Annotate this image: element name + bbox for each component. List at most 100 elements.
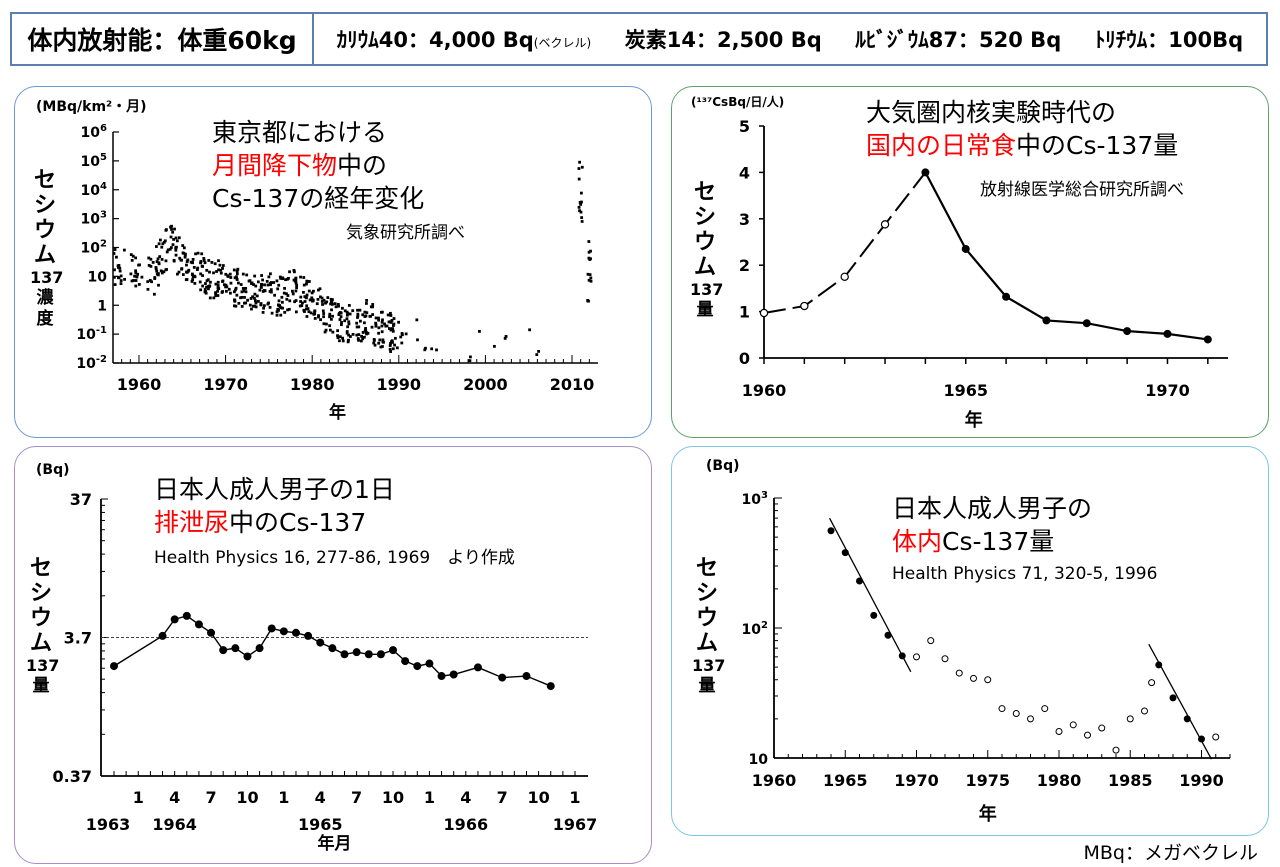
chart1-point	[240, 305, 244, 308]
chart1-point	[336, 302, 340, 306]
chart1-point	[241, 287, 245, 290]
chart1-point	[320, 296, 324, 300]
ylabel-char: ム	[29, 631, 52, 656]
chart1-point	[300, 304, 304, 307]
chart1-point	[294, 277, 297, 281]
chart3-point	[413, 662, 422, 671]
chart3-title-rest: 中のCs-137	[229, 508, 367, 537]
chart1-point	[586, 299, 590, 303]
chart1-point	[339, 315, 343, 319]
chart1-point	[157, 242, 161, 246]
chart1-point	[256, 280, 260, 284]
chart1-point	[341, 339, 345, 343]
chart1-point	[355, 321, 359, 325]
chart1-point	[361, 331, 365, 334]
chart1-point	[318, 287, 322, 291]
chart1-point	[356, 316, 359, 319]
chart1-point	[233, 304, 236, 308]
chart1-point	[341, 306, 344, 310]
chart4-point-open	[998, 705, 1006, 713]
chart3-point	[425, 659, 434, 668]
chart1-point	[277, 283, 281, 287]
chart1-point	[172, 258, 176, 262]
chart4-point-open	[1027, 715, 1034, 723]
chart1-point	[199, 272, 203, 276]
chart1-point	[157, 262, 161, 266]
chart1-point	[199, 288, 203, 292]
chart1-point	[283, 286, 286, 290]
chart1-point	[330, 302, 334, 306]
chart1-point	[195, 268, 199, 271]
chart4-title-line1: 日本人成人男子の	[892, 494, 1093, 523]
chart1-point	[179, 258, 183, 262]
chart1-point	[216, 280, 220, 284]
chart1-point	[374, 321, 378, 325]
chart1-point	[345, 330, 349, 333]
chart1-point	[221, 280, 224, 283]
chart1-point	[370, 325, 374, 329]
chart1-point	[280, 300, 284, 304]
chart1-point	[255, 294, 259, 298]
chart1-point	[173, 227, 176, 231]
chart1-point	[294, 281, 298, 285]
chart1-point	[389, 328, 393, 332]
chart1-point	[217, 268, 220, 272]
chart1-point	[380, 320, 384, 324]
chart1-point	[140, 275, 144, 279]
chart1-point	[365, 298, 368, 302]
chart4-point-filled	[1155, 661, 1163, 669]
chart1-point	[164, 268, 168, 272]
chart1-point	[364, 327, 367, 330]
chart1-point	[240, 295, 244, 299]
chart1-point	[503, 336, 507, 340]
chart1-point	[535, 353, 539, 356]
chart1-point	[201, 274, 204, 277]
chart1-point	[326, 296, 330, 299]
chart1-point	[262, 304, 266, 308]
chart1-point	[331, 314, 334, 318]
chart1-point	[146, 287, 150, 291]
chart1-point	[261, 290, 265, 293]
chart1-point	[251, 295, 254, 299]
chart1-point	[338, 335, 342, 339]
chart1-point	[232, 268, 236, 272]
chart3-xlabel: 年月	[318, 833, 352, 854]
chart1-point	[378, 338, 382, 342]
chart1-point	[253, 296, 256, 300]
chart1-point	[377, 318, 381, 322]
chart1-title-line2: 月間降下物中の	[212, 149, 424, 182]
chart4-point-open	[984, 676, 992, 684]
chart1-point	[252, 283, 256, 286]
chart1-source: 気象研究所調べ	[346, 223, 465, 243]
chart1-point	[305, 315, 309, 318]
chart1-point	[234, 304, 238, 308]
chart3-title-line1: 日本人成人男子の1日	[154, 475, 395, 504]
chart1-point	[577, 205, 581, 209]
chart1-point	[307, 289, 311, 293]
chart1-point	[365, 332, 368, 336]
chart1-point	[134, 269, 138, 273]
chart1-point	[224, 285, 227, 289]
chart1-point	[116, 264, 120, 268]
chart1-point	[373, 343, 377, 347]
chart1-point	[246, 298, 250, 302]
ylabel-char: ウ	[33, 218, 56, 243]
chart1-point	[249, 297, 253, 300]
chart3-point	[231, 644, 240, 653]
chart1-point	[131, 254, 135, 258]
chart1-point	[248, 303, 252, 307]
chart1-point	[290, 289, 294, 293]
chart1-point	[346, 312, 350, 315]
chart1-point	[287, 307, 291, 311]
chart1-point	[393, 343, 396, 347]
chart1-point	[580, 216, 584, 220]
chart1-point	[307, 280, 311, 283]
chart1-point	[308, 298, 312, 302]
chart1-point	[172, 237, 176, 241]
chart1-point	[235, 293, 239, 297]
chart1-point	[304, 282, 308, 286]
chart4-point-open	[913, 653, 920, 661]
chart1-point	[589, 249, 592, 253]
ylabel-char: 137	[690, 280, 724, 299]
header-values: ｶﾘｳﾑ40：4,000 Bq(ベクレル) 炭素14：2,500 Bq ﾙﾋﾞｼ…	[314, 24, 1266, 54]
